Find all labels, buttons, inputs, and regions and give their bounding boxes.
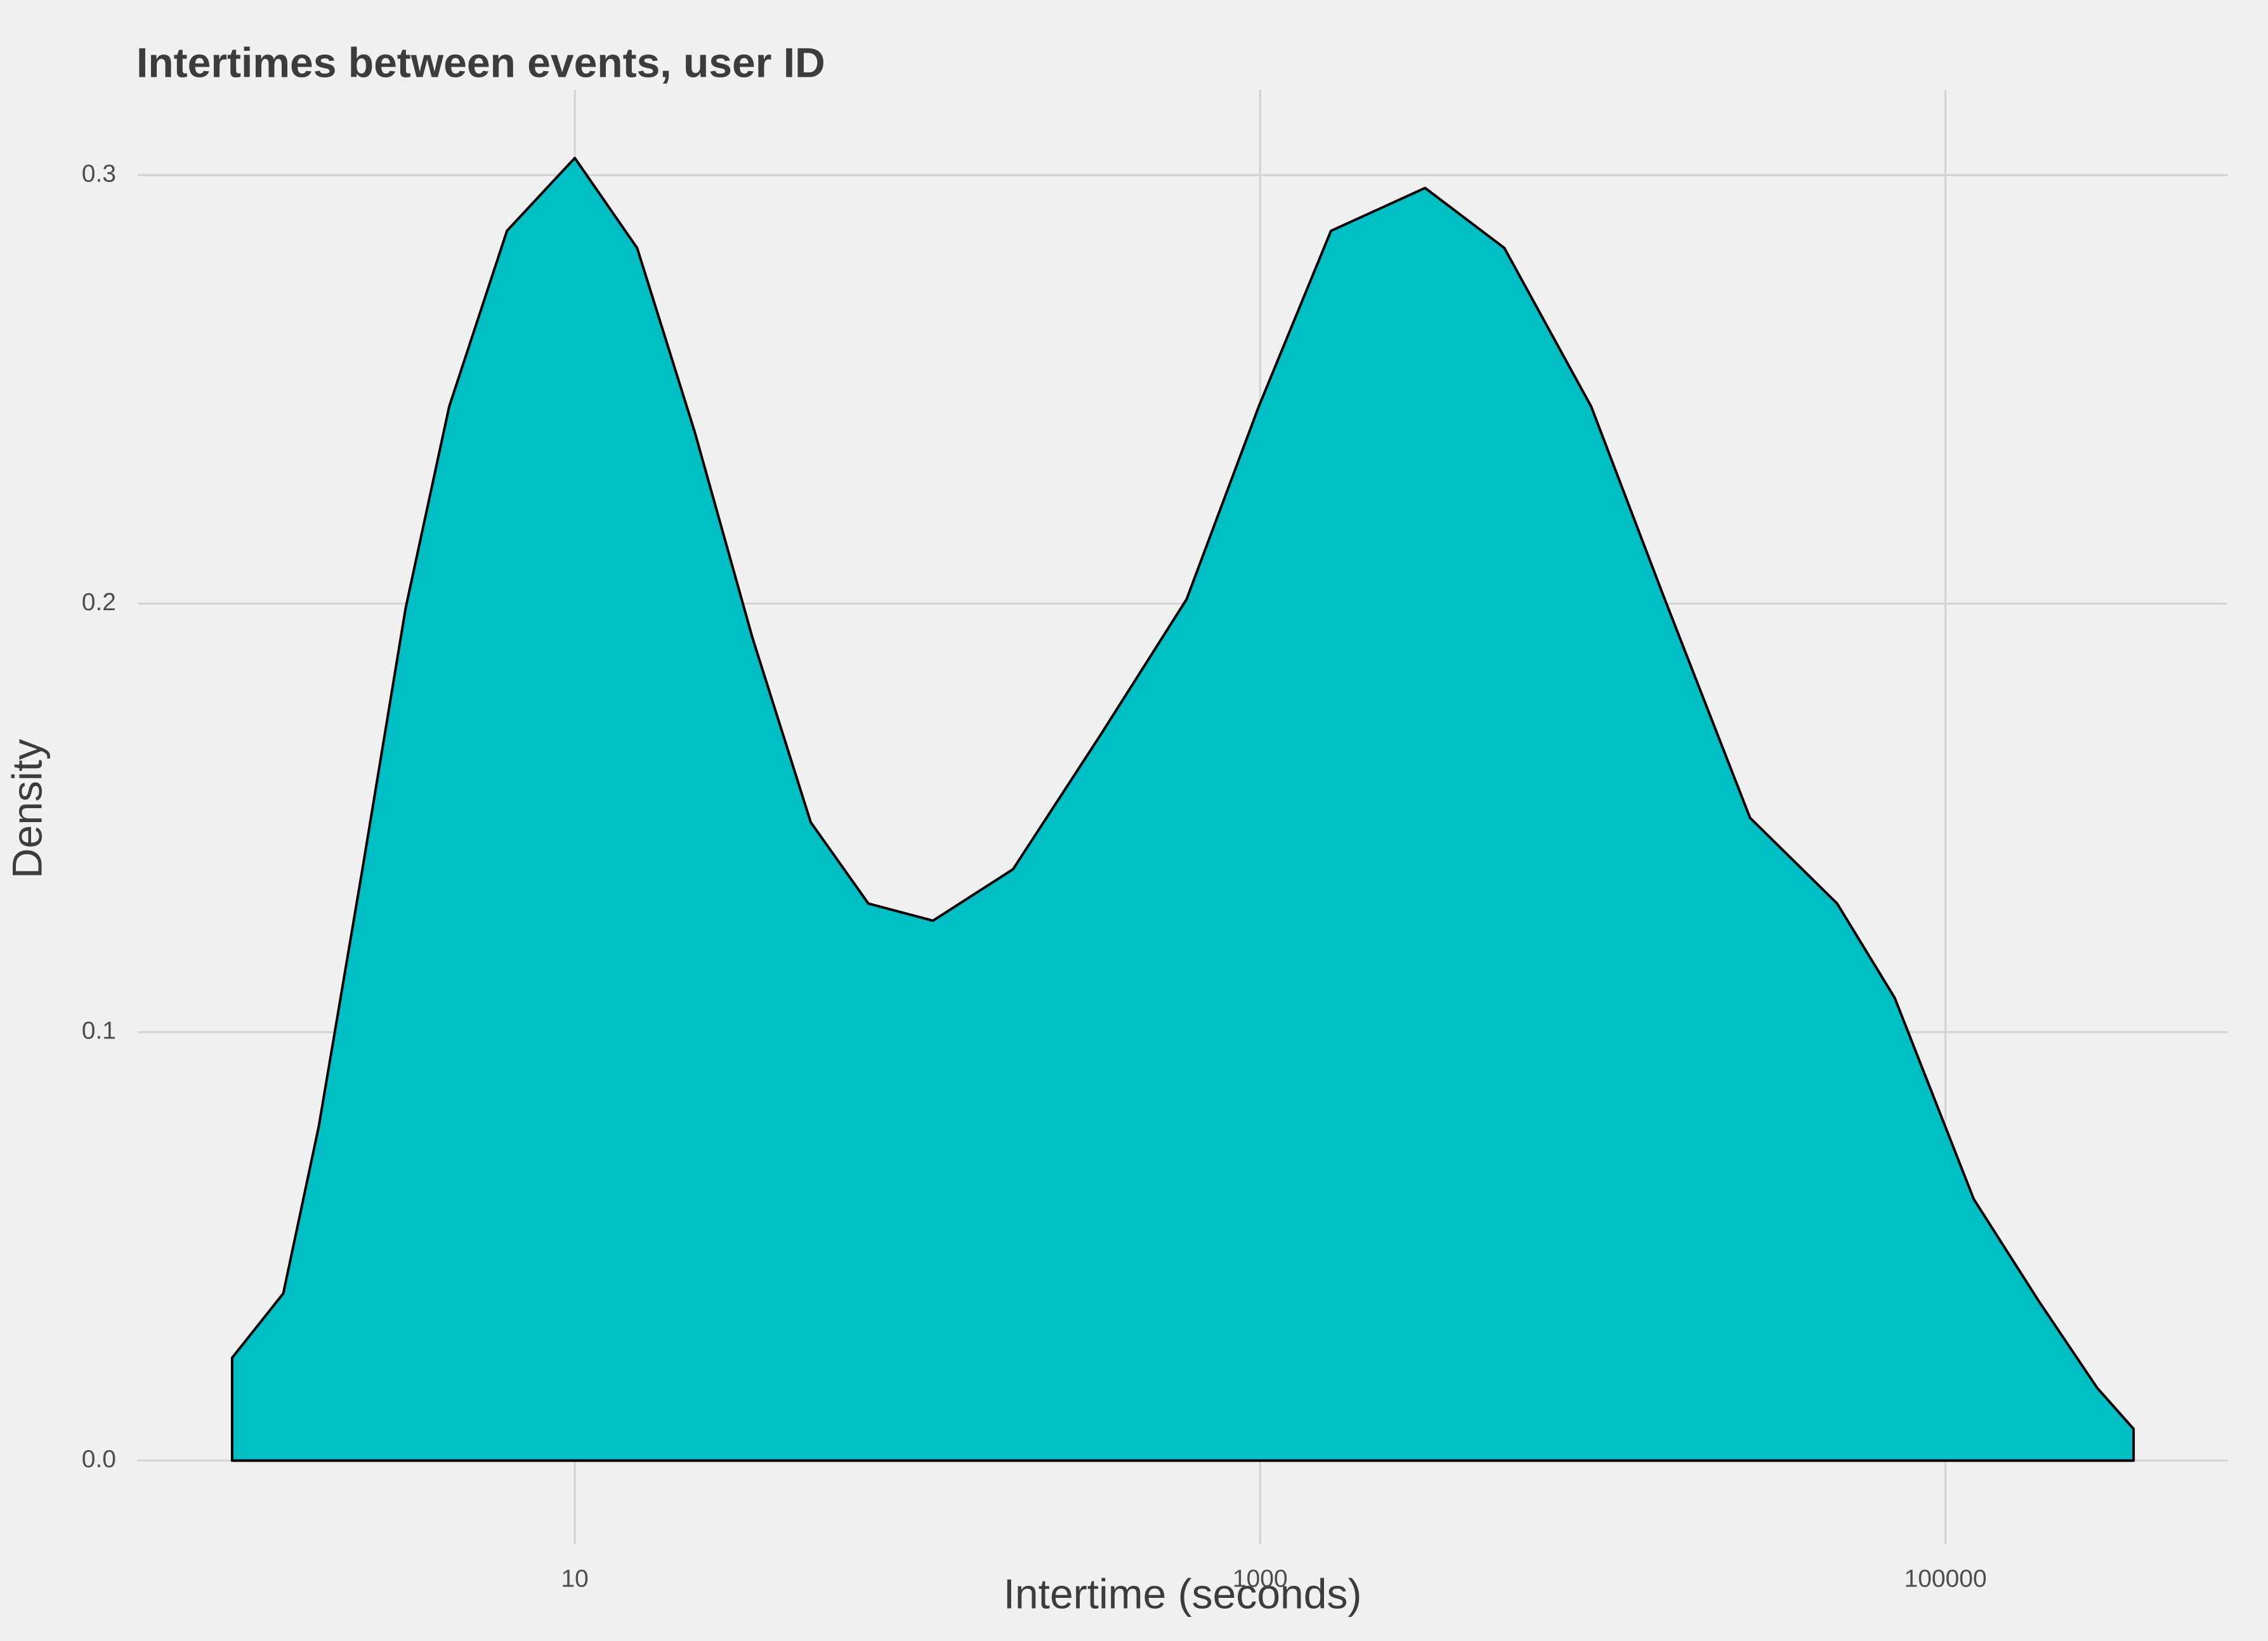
y-tick-label: 0.0 <box>82 1446 116 1473</box>
y-axis-title: Density <box>3 739 50 879</box>
y-tick-label: 0.2 <box>82 589 116 616</box>
y-tick-label: 0.3 <box>82 160 116 187</box>
x-tick-label: 100000 <box>1904 1565 1987 1592</box>
x-axis-title: Intertime (seconds) <box>1004 1570 1362 1617</box>
y-tick-label: 0.1 <box>82 1017 116 1044</box>
x-tick-label: 10 <box>561 1565 588 1592</box>
density-area <box>230 157 2135 1462</box>
chart-title: Intertimes between events, user ID <box>136 39 825 86</box>
x-tick-label: 1000 <box>1233 1565 1288 1592</box>
